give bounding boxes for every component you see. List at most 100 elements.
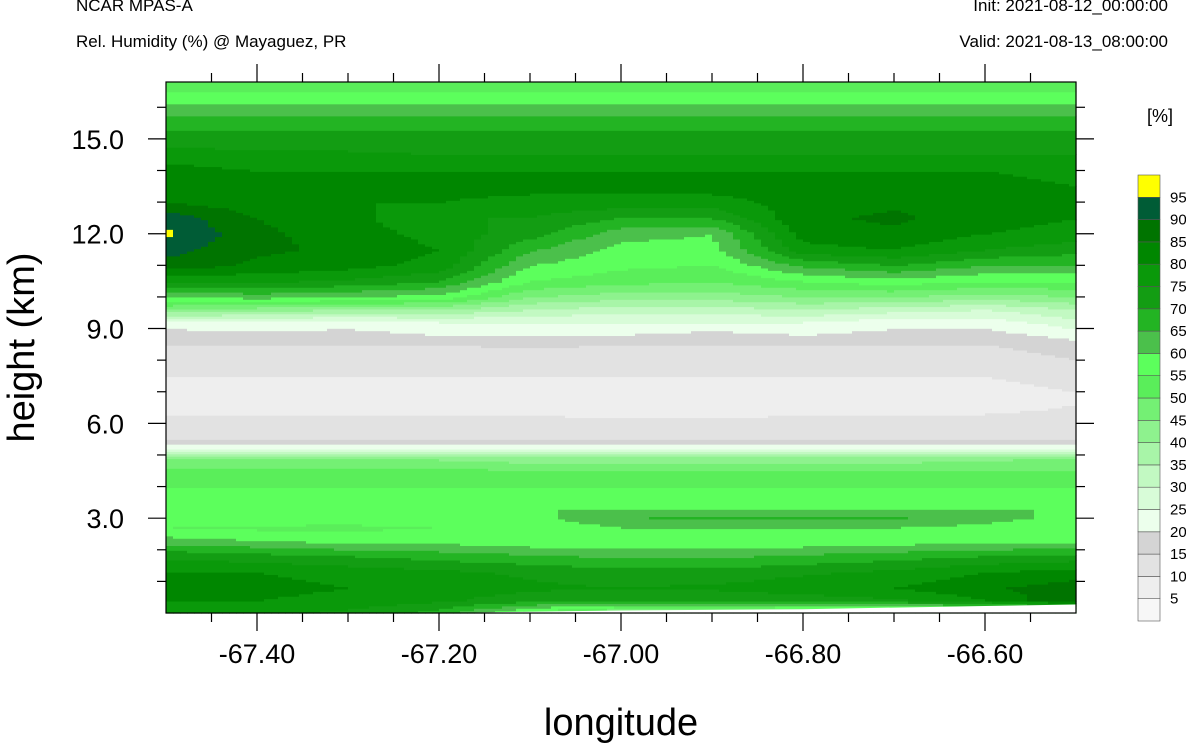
humidity-cell <box>376 265 384 279</box>
humidity-cell <box>908 214 916 221</box>
humidity-cell <box>635 605 643 609</box>
humidity-cell <box>180 559 188 573</box>
humidity-cell <box>950 456 958 462</box>
humidity-cell <box>432 82 440 93</box>
humidity-cell <box>495 574 503 595</box>
humidity-cell <box>362 289 370 298</box>
humidity-cell <box>698 557 706 568</box>
humidity-cell <box>173 328 181 346</box>
humidity-cell <box>866 470 874 489</box>
humidity-cell <box>740 444 748 450</box>
humidity-cell <box>299 91 307 105</box>
humidity-cell <box>726 103 734 117</box>
humidity-cell <box>586 470 594 489</box>
humidity-cell <box>523 555 531 566</box>
humidity-cell <box>929 448 937 452</box>
humidity-cell <box>425 526 433 530</box>
humidity-cell <box>460 255 468 274</box>
humidity-cell <box>761 345 769 378</box>
humidity-cell <box>698 600 706 604</box>
humidity-cell <box>936 103 944 117</box>
humidity-cell <box>845 246 853 257</box>
humidity-cell <box>481 444 489 450</box>
humidity-cell <box>264 320 272 332</box>
valid-time: Valid: 2021-08-13_08:00:00 <box>959 32 1168 51</box>
humidity-cell <box>243 82 251 93</box>
humidity-cell <box>229 444 237 450</box>
humidity-cell <box>614 509 622 527</box>
humidity-cell <box>929 289 937 295</box>
humidity-cell <box>383 526 391 530</box>
humidity-cell <box>614 439 622 445</box>
humidity-cell <box>320 82 328 93</box>
humidity-cell <box>509 470 517 489</box>
humidity-cell <box>824 415 832 440</box>
humidity-cell <box>957 130 965 156</box>
humidity-cell <box>243 214 251 262</box>
humidity-cell <box>474 545 482 554</box>
humidity-cell <box>481 448 489 452</box>
humidity-cell <box>236 345 244 378</box>
humidity-cell <box>453 308 461 315</box>
humidity-cell <box>600 193 608 211</box>
humidity-cell <box>187 571 195 602</box>
humidity-cell <box>488 289 496 298</box>
humidity-cell <box>222 528 230 539</box>
humidity-cell <box>607 417 615 440</box>
humidity-cell <box>887 487 895 510</box>
humidity-cell <box>866 214 874 223</box>
humidity-cell <box>768 82 776 93</box>
humidity-cell <box>866 103 874 117</box>
humidity-cell <box>803 304 811 310</box>
humidity-cell <box>180 103 188 117</box>
humidity-cell <box>922 509 930 527</box>
humidity-cell <box>537 193 545 216</box>
humidity-cell <box>607 171 615 194</box>
humidity-cell <box>243 103 251 117</box>
humidity-cell <box>229 600 237 614</box>
humidity-cell <box>768 103 776 117</box>
humidity-cell <box>901 255 909 267</box>
humidity-cell <box>817 103 825 117</box>
humidity-cell <box>208 439 216 445</box>
humidity-cell <box>418 243 426 257</box>
humidity-cell <box>649 115 657 131</box>
humidity-cell <box>761 516 769 520</box>
humidity-cell <box>544 376 552 416</box>
humidity-cell <box>439 301 447 308</box>
humidity-cell <box>656 586 664 590</box>
humidity-cell <box>649 516 657 520</box>
humidity-cell <box>341 345 349 378</box>
humidity-cell <box>649 600 657 604</box>
humidity-cell <box>691 193 699 209</box>
humidity-cell <box>740 605 748 609</box>
humidity-cell <box>355 91 363 105</box>
humidity-cell <box>271 562 279 575</box>
humidity-cell <box>803 260 811 269</box>
humidity-cell <box>656 207 664 218</box>
humidity-cell <box>313 487 321 525</box>
humidity-cell <box>845 308 853 315</box>
humidity-cell <box>880 569 888 600</box>
humidity-cell <box>376 439 384 445</box>
humidity-cell <box>775 219 783 240</box>
humidity-cell <box>957 115 965 131</box>
humidity-cell <box>600 91 608 105</box>
humidity-cell <box>768 250 776 262</box>
humidity-cell <box>502 82 510 93</box>
humidity-cell <box>411 569 419 604</box>
humidity-cell <box>761 226 769 247</box>
humidity-cell <box>502 448 510 452</box>
humidity-cell <box>327 82 335 93</box>
humidity-cell <box>201 600 209 614</box>
humidity-cell <box>215 316 223 320</box>
humidity-cell <box>376 550 384 559</box>
humidity-cell <box>838 509 846 518</box>
humidity-cell <box>852 415 860 440</box>
humidity-cell <box>565 241 573 259</box>
humidity-cell <box>327 458 335 469</box>
humidity-cell <box>439 552 447 561</box>
humidity-cell <box>719 591 727 602</box>
humidity-cell <box>964 294 972 300</box>
humidity-cell <box>957 236 965 252</box>
